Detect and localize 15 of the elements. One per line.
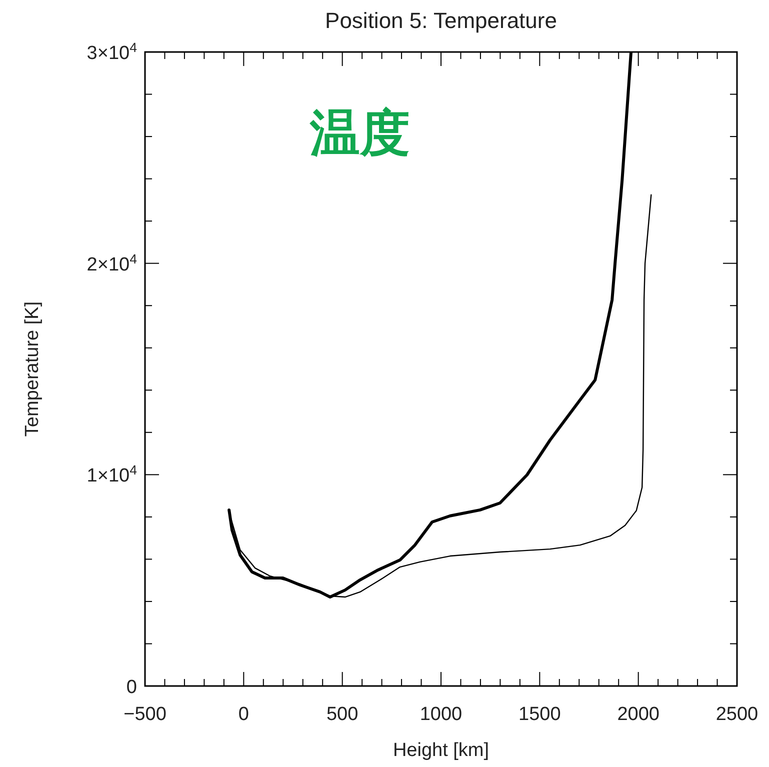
x-tick-label: −500	[124, 704, 166, 725]
y-tick-label: 1×10$^{4}$	[86, 462, 137, 487]
x-tick-label: 0	[238, 704, 249, 725]
x-tick-label: 2000	[617, 704, 660, 725]
chart-title: Position 5: Temperature	[325, 8, 557, 33]
y-tick-label: 0	[126, 677, 137, 698]
y-tick-label: 2×10$^{4}$	[86, 250, 137, 276]
x-tick-label: 500	[326, 704, 358, 725]
x-tick-label: 2500	[716, 704, 758, 725]
x-tick-label: 1500	[518, 704, 561, 725]
y-tick-label: 3×10$^{4}$	[86, 40, 137, 64]
y-axis-title: Temperature [K]	[22, 301, 43, 437]
annotation: 温度	[309, 104, 410, 162]
x-tick-label: 1000	[420, 704, 462, 725]
x-axis-title: Height [km]	[392, 740, 490, 761]
